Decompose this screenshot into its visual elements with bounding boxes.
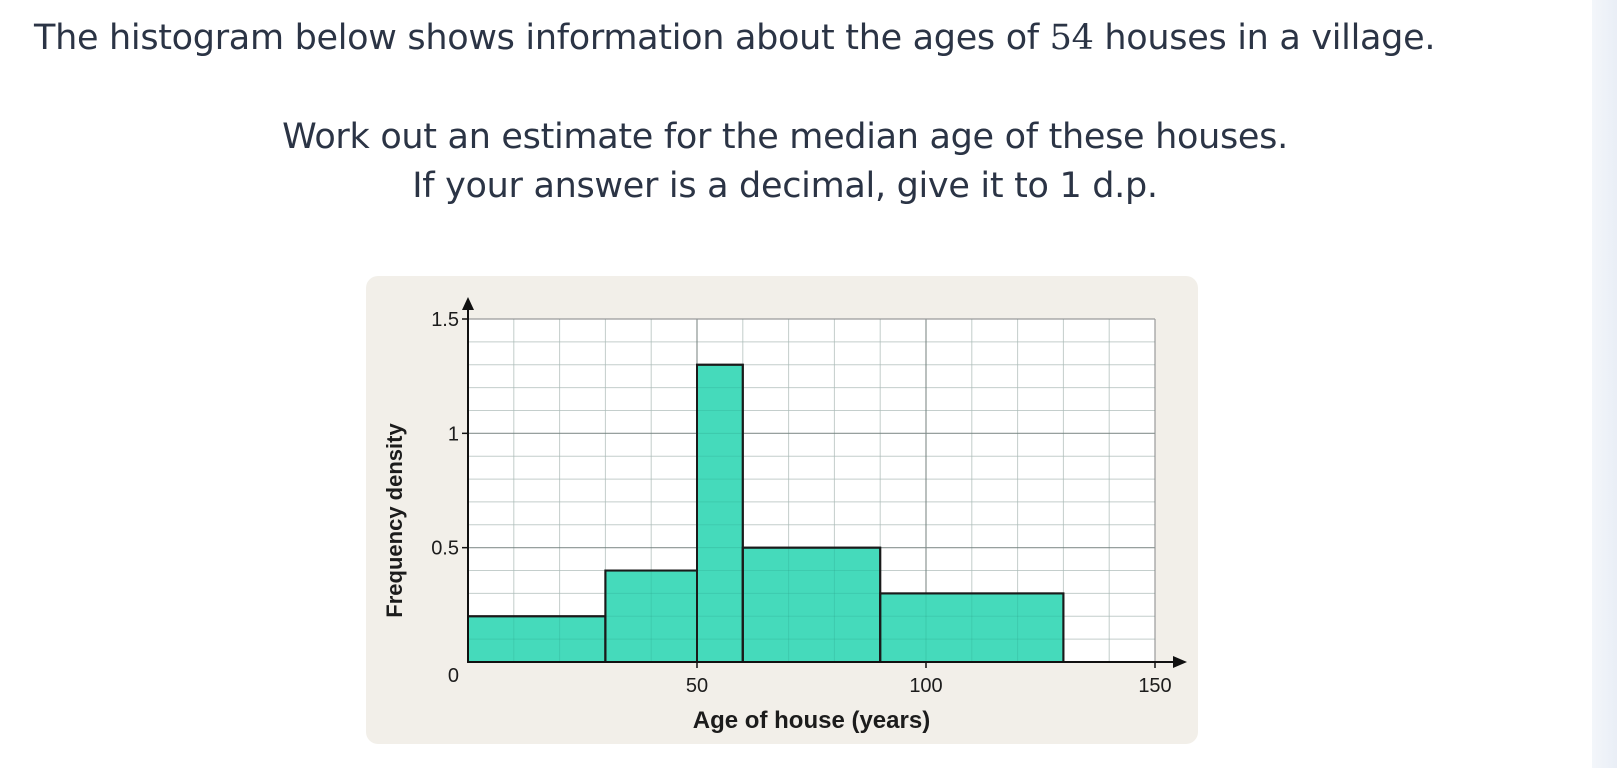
scrollbar-track[interactable] <box>1592 0 1617 768</box>
question-text-start: The histogram below shows information ab… <box>34 18 1050 58</box>
x-tick-label: 150 <box>1138 675 1171 697</box>
histogram-card: 0.5 1 1.5 0 50 100 150 Age of house (years) Freq… <box>366 276 1198 744</box>
question-text-end: houses in a village. <box>1093 18 1436 58</box>
y-axis-arrow <box>462 297 474 310</box>
histogram-bar <box>741 546 882 663</box>
house-count: 54 <box>1049 18 1094 58</box>
y-axis-label: Frequency density <box>382 423 407 618</box>
y-tick-label: 0.5 <box>431 538 459 560</box>
origin-label: 0 <box>448 665 459 687</box>
y-tick-label: 1 <box>448 423 459 445</box>
instruction-median: Work out an estimate for the median age … <box>282 117 1288 157</box>
y-tick-label: 1.5 <box>431 309 459 331</box>
x-tick-label: 50 <box>686 675 708 697</box>
histogram-bar <box>696 363 744 663</box>
question-text: The histogram below shows information ab… <box>34 18 1435 58</box>
histogram: 0.5 1 1.5 0 50 100 150 Age of house (years) Freq… <box>382 297 1187 734</box>
x-axis-label: Age of house (years) <box>693 707 930 734</box>
x-axis-arrow <box>1173 656 1187 668</box>
x-tick-label: 100 <box>909 675 942 697</box>
instruction-rounding: If your answer is a decimal, give it to … <box>412 166 1158 206</box>
